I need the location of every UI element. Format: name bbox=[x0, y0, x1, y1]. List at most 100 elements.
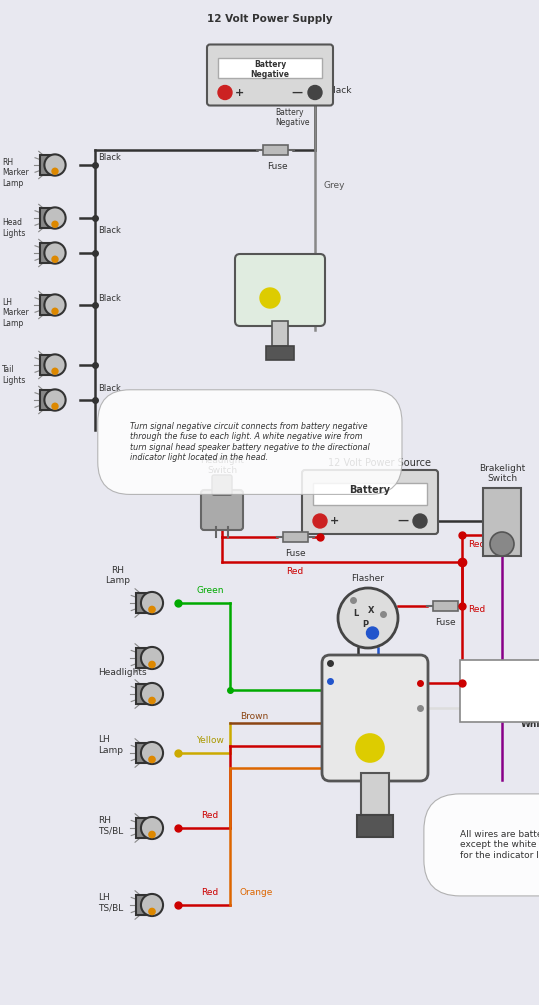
Bar bbox=[313, 483, 427, 506]
FancyBboxPatch shape bbox=[235, 254, 325, 326]
Text: Yellow: Yellow bbox=[196, 736, 224, 745]
Bar bbox=[361, 773, 389, 815]
Text: Headlight
Switch: Headlight Switch bbox=[200, 455, 244, 475]
Text: Turn Signal
Head: Turn Signal Head bbox=[261, 304, 299, 317]
Text: Black: Black bbox=[98, 225, 121, 234]
Text: Brown: Brown bbox=[240, 712, 268, 721]
Circle shape bbox=[52, 368, 58, 374]
Circle shape bbox=[52, 403, 58, 409]
Bar bbox=[40, 243, 55, 263]
Circle shape bbox=[52, 168, 58, 174]
Ellipse shape bbox=[141, 742, 163, 764]
Text: Red: Red bbox=[464, 688, 481, 697]
Circle shape bbox=[313, 514, 327, 528]
Circle shape bbox=[413, 514, 427, 528]
FancyBboxPatch shape bbox=[201, 490, 243, 530]
Text: Battery
Negative: Battery Negative bbox=[275, 108, 309, 127]
Ellipse shape bbox=[141, 592, 163, 614]
Text: P: P bbox=[362, 619, 368, 628]
Bar bbox=[357, 815, 393, 837]
Ellipse shape bbox=[141, 894, 163, 916]
Text: White: White bbox=[521, 720, 539, 729]
Text: Black: Black bbox=[327, 86, 351, 95]
Text: Battery
Negative: Battery Negative bbox=[251, 59, 289, 79]
Text: Head
Lights: Head Lights bbox=[2, 218, 25, 238]
Circle shape bbox=[149, 661, 155, 667]
Text: L: L bbox=[354, 609, 358, 618]
Bar bbox=[40, 390, 55, 410]
Ellipse shape bbox=[141, 683, 163, 706]
Text: LH
Lamp: LH Lamp bbox=[98, 736, 123, 755]
Text: Fuse: Fuse bbox=[285, 549, 305, 558]
Circle shape bbox=[149, 697, 155, 703]
Ellipse shape bbox=[44, 207, 66, 228]
Text: RH
Lamp: RH Lamp bbox=[106, 566, 130, 585]
Text: X: X bbox=[368, 606, 374, 615]
Text: RH
Marker
Lamp: RH Marker Lamp bbox=[2, 158, 29, 188]
Circle shape bbox=[52, 309, 58, 315]
Text: Red: Red bbox=[286, 567, 303, 576]
Bar bbox=[136, 683, 152, 705]
Ellipse shape bbox=[44, 242, 66, 263]
Text: Headlights: Headlights bbox=[98, 667, 147, 676]
Bar bbox=[136, 818, 152, 838]
Circle shape bbox=[260, 288, 280, 308]
Ellipse shape bbox=[44, 155, 66, 176]
Text: Black: Black bbox=[98, 153, 121, 162]
Text: RH
TS/BL: RH TS/BL bbox=[98, 816, 123, 836]
Circle shape bbox=[308, 85, 322, 99]
Bar bbox=[40, 208, 55, 228]
FancyBboxPatch shape bbox=[302, 470, 438, 534]
Circle shape bbox=[149, 909, 155, 915]
FancyBboxPatch shape bbox=[212, 475, 232, 495]
Bar bbox=[218, 57, 322, 78]
FancyBboxPatch shape bbox=[322, 655, 428, 781]
Text: Red: Red bbox=[202, 811, 219, 820]
Text: LH
TS/BL: LH TS/BL bbox=[98, 893, 123, 913]
Circle shape bbox=[149, 606, 155, 613]
Text: Red: Red bbox=[468, 604, 485, 613]
Text: Tail
Lights: Tail Lights bbox=[2, 365, 25, 385]
Circle shape bbox=[367, 627, 378, 639]
Text: Orange: Orange bbox=[240, 888, 273, 897]
Text: Green: Green bbox=[196, 586, 224, 595]
Text: Red: Red bbox=[468, 540, 485, 549]
Text: This wire is for battery
negative to Indicator light: This wire is for battery negative to Ind… bbox=[481, 672, 539, 691]
Bar bbox=[282, 532, 308, 542]
Circle shape bbox=[356, 734, 384, 762]
Ellipse shape bbox=[141, 817, 163, 839]
Circle shape bbox=[218, 85, 232, 99]
Text: —: — bbox=[397, 516, 408, 526]
Text: Turn Signal
Head: Turn Signal Head bbox=[346, 693, 404, 713]
Circle shape bbox=[52, 221, 58, 227]
Text: 12 Volt Power Source: 12 Volt Power Source bbox=[328, 458, 432, 468]
Ellipse shape bbox=[141, 647, 163, 669]
Text: +: + bbox=[330, 516, 339, 526]
Bar bbox=[262, 145, 287, 155]
Text: Flasher: Flasher bbox=[351, 574, 384, 583]
Text: Purple: Purple bbox=[507, 675, 536, 684]
Text: LH
Marker
Lamp: LH Marker Lamp bbox=[2, 298, 29, 328]
Bar bbox=[136, 743, 152, 764]
Text: Blue: Blue bbox=[382, 660, 402, 669]
Bar bbox=[266, 346, 294, 360]
Circle shape bbox=[490, 532, 514, 556]
Ellipse shape bbox=[44, 355, 66, 376]
Text: Black: Black bbox=[98, 384, 121, 393]
Text: —: — bbox=[292, 87, 303, 97]
Ellipse shape bbox=[44, 294, 66, 316]
Ellipse shape bbox=[44, 389, 66, 411]
Text: 12 Volt Power Supply: 12 Volt Power Supply bbox=[207, 14, 333, 24]
Bar bbox=[40, 295, 55, 315]
Text: Fuse: Fuse bbox=[267, 162, 287, 171]
Text: +: + bbox=[235, 87, 244, 97]
Bar bbox=[40, 355, 55, 375]
Text: Turn signal negative circuit connects from battery negative
through the fuse to : Turn signal negative circuit connects fr… bbox=[130, 422, 370, 462]
Bar bbox=[432, 601, 458, 611]
Text: Black: Black bbox=[98, 293, 121, 303]
Bar bbox=[460, 660, 539, 722]
Circle shape bbox=[149, 757, 155, 763]
Bar bbox=[272, 321, 288, 346]
Bar bbox=[136, 647, 152, 668]
Text: All wires are battery Positive
except the white Negative wire
for the indicator : All wires are battery Positive except th… bbox=[460, 830, 539, 860]
